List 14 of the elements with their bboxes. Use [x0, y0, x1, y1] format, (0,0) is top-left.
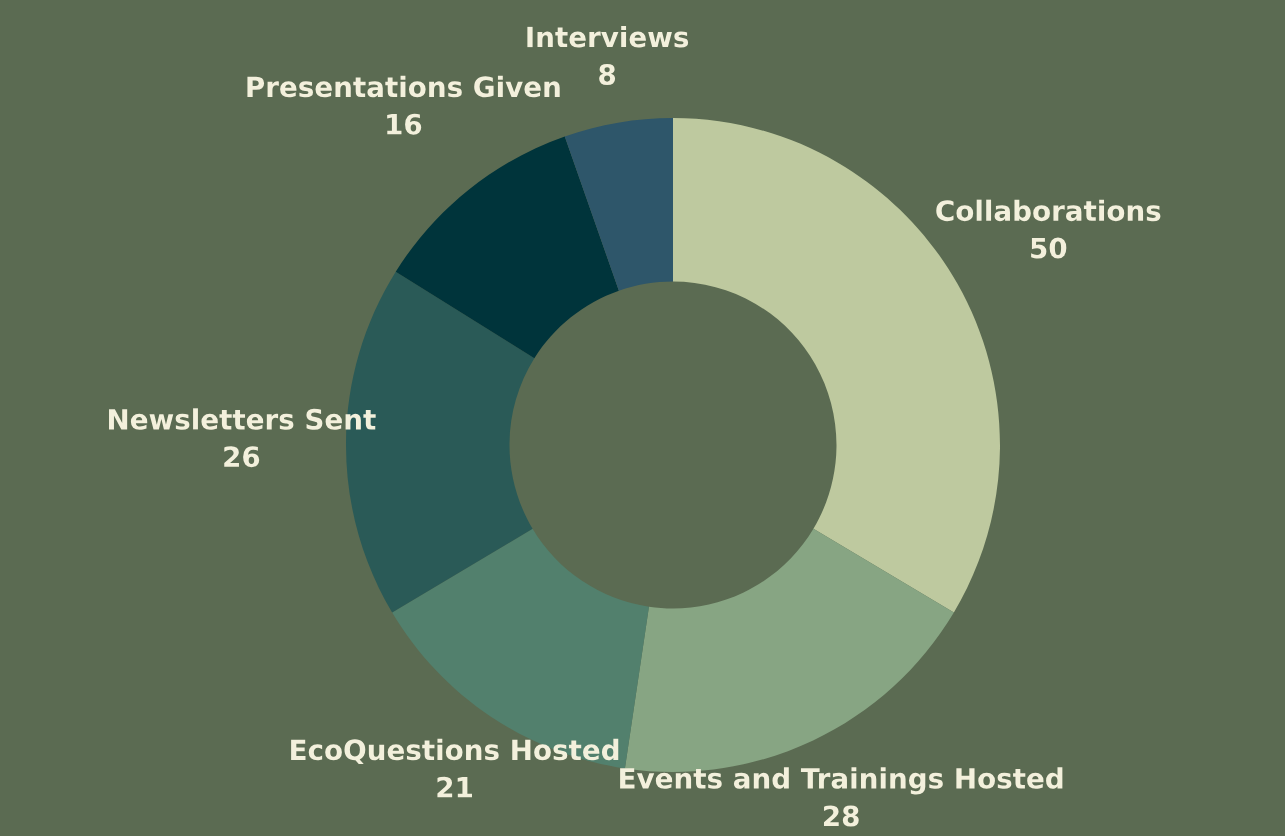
data-label: 50	[1031, 237, 1067, 259]
slice-label: Presentations Given	[247, 75, 560, 98]
slice-label: Collaborations	[936, 199, 1161, 222]
data-label: 26	[224, 446, 260, 468]
data-label: 16	[387, 113, 422, 135]
data-label: 8	[599, 63, 616, 85]
donut-slice	[395, 136, 619, 359]
data-label: 28	[823, 805, 859, 827]
slice-label: Events and Trainings Hosted	[620, 767, 1063, 795]
slice-label: EcoQuestions Hosted	[291, 738, 619, 764]
slice-label: Interviews	[527, 26, 689, 48]
data-label: 21	[437, 776, 472, 798]
slice-label: Newsletters Sent	[109, 408, 376, 430]
donut-slice	[564, 118, 673, 291]
